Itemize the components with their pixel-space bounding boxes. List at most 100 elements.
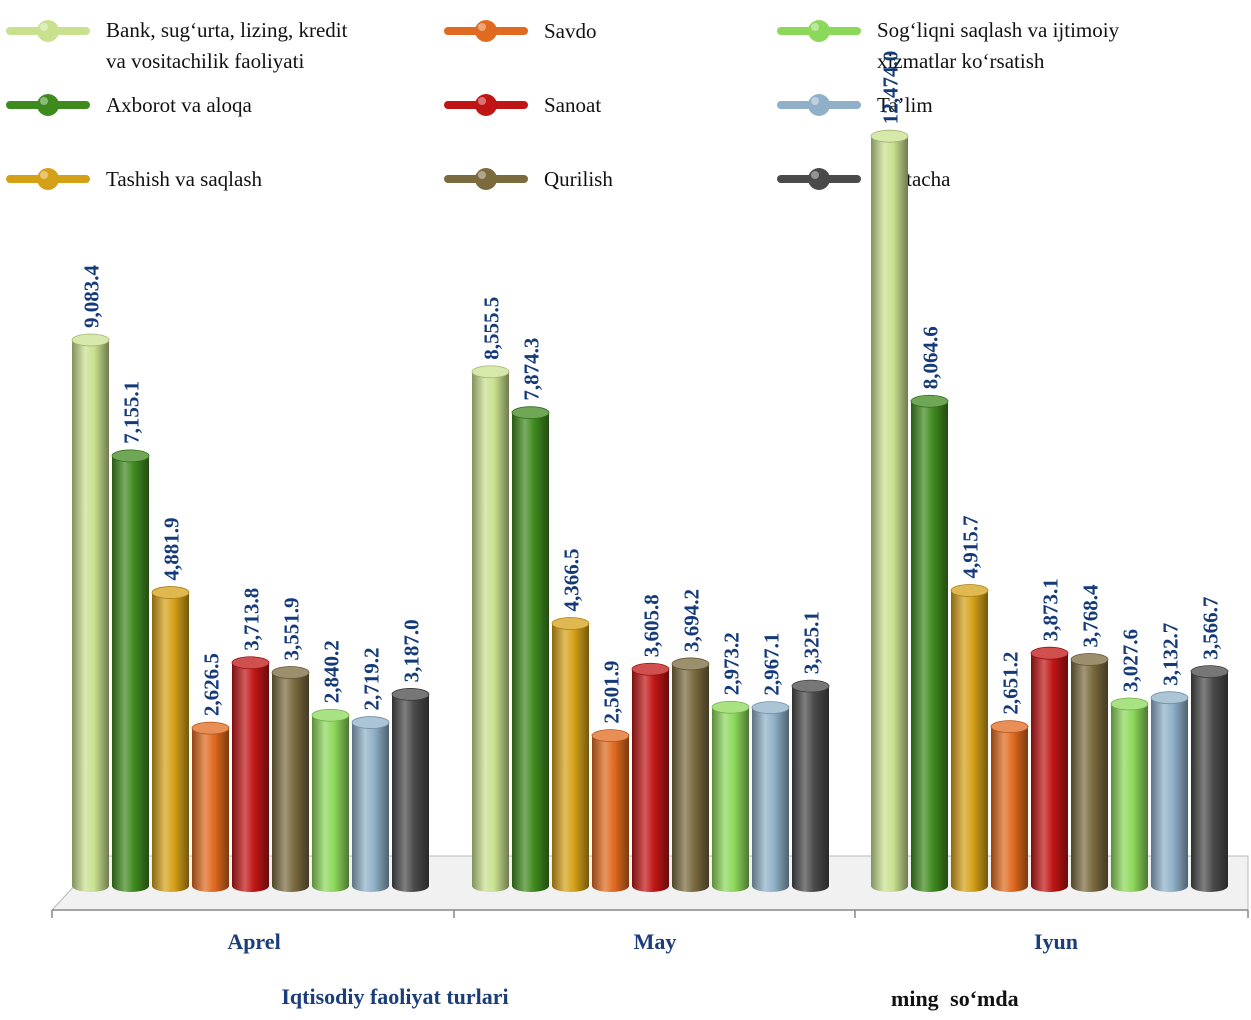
- bar: [71, 333, 110, 892]
- value-label: 3,566.7: [1199, 597, 1223, 660]
- value-label: 3,713.8: [240, 588, 264, 651]
- bar-top: [631, 662, 670, 676]
- value-label: 3,605.8: [640, 594, 664, 657]
- value-label: 2,840.2: [320, 640, 344, 703]
- bar-body: [1031, 653, 1068, 892]
- legend-swatch-marker: [37, 94, 59, 116]
- bar-body: [192, 728, 229, 892]
- bar-body: [472, 371, 509, 892]
- bar: [711, 700, 750, 892]
- legend-label: Ta’lim: [877, 93, 933, 117]
- value-labels: 9,083.4 7,155.1 4,881.9 2,626.5 3,713.8 3,551…: [80, 51, 1223, 724]
- bar: [551, 617, 590, 892]
- legend-swatch-highlight: [478, 171, 486, 179]
- bar-top: [870, 129, 909, 143]
- bars: [71, 129, 1229, 893]
- bar-body: [712, 707, 749, 892]
- bar-body: [152, 592, 189, 892]
- value-label: 3,768.4: [1079, 584, 1103, 648]
- legend-swatch-marker: [808, 168, 830, 190]
- bar-body: [951, 590, 988, 892]
- bar-top: [471, 365, 510, 379]
- bar-body: [1151, 697, 1188, 892]
- category-labels: Aprel May Iyun: [227, 929, 1078, 954]
- value-label: 7,155.1: [120, 381, 144, 444]
- unit-label: ming so‘mda: [891, 986, 1019, 1011]
- value-label: 3,027.6: [1119, 629, 1143, 692]
- value-label: 2,967.1: [760, 633, 784, 696]
- bar-body: [512, 412, 549, 892]
- bar-top: [711, 700, 750, 714]
- legend-label: xizmatlar ko‘rsatish: [877, 49, 1045, 73]
- bar-body: [871, 136, 908, 893]
- value-label: 12,474.0: [879, 51, 903, 125]
- bar-body: [991, 726, 1028, 892]
- bar: [191, 721, 230, 892]
- bar-top: [1030, 646, 1069, 660]
- legend-label: Tashish va saqlash: [106, 167, 263, 191]
- bar-body: [552, 623, 589, 892]
- bar-body: [232, 662, 269, 892]
- legend-swatch-highlight: [811, 23, 819, 31]
- bar: [111, 449, 150, 892]
- legend-swatch-marker: [808, 94, 830, 116]
- legend-label: Sanoat: [544, 93, 601, 117]
- legend-swatch-marker: [475, 168, 497, 190]
- bar: [1070, 653, 1109, 892]
- legend-swatch-highlight: [811, 171, 819, 179]
- value-label: 4,366.5: [560, 549, 584, 612]
- bar: [1030, 646, 1069, 892]
- bar-body: [72, 340, 109, 892]
- bar-body: [632, 669, 669, 892]
- bar: [1110, 697, 1149, 892]
- bar-top: [511, 406, 550, 420]
- bar-body: [752, 707, 789, 892]
- bar-top: [990, 720, 1029, 734]
- bar-body: [272, 672, 309, 892]
- legend-item: O‘rtacha: [777, 167, 951, 191]
- legend-swatch-marker: [808, 20, 830, 42]
- bar-body: [1071, 659, 1108, 892]
- bar: [671, 657, 710, 892]
- bar: [351, 716, 390, 892]
- category-label: Aprel: [227, 929, 280, 954]
- bar-top: [1150, 691, 1189, 705]
- value-label: 4,915.7: [959, 516, 983, 579]
- legend-item: Sanoat: [444, 93, 601, 117]
- bar-body: [352, 722, 389, 892]
- value-label: 3,325.1: [800, 611, 824, 674]
- bar: [1190, 665, 1229, 892]
- legend-swatch-marker: [37, 168, 59, 190]
- bar-top: [71, 333, 110, 347]
- bar: [910, 394, 949, 892]
- bar-top: [671, 657, 710, 671]
- value-label: 8,555.5: [480, 297, 504, 360]
- legend-label: Axborot va aloqa: [106, 93, 252, 117]
- legend-swatch-highlight: [40, 171, 48, 179]
- legend-swatch-highlight: [40, 97, 48, 105]
- bar-top: [391, 688, 430, 701]
- legend-swatch-marker: [475, 20, 497, 42]
- bar-top: [351, 716, 390, 729]
- bar-top: [311, 708, 350, 722]
- value-label: 2,973.2: [720, 632, 744, 695]
- legend-item: Qurilish: [444, 167, 613, 191]
- bar-top: [1110, 697, 1149, 711]
- value-label: 3,187.0: [400, 619, 424, 682]
- value-label: 2,651.2: [999, 652, 1023, 715]
- legend-label: Sog‘liqni saqlash va ijtimoiy: [877, 18, 1120, 42]
- value-label: 3,694.2: [680, 589, 704, 652]
- x-axis-title: Iqtisodiy faoliyat turlari: [281, 984, 509, 1009]
- bar: [591, 729, 630, 892]
- bar-top: [191, 721, 230, 735]
- legend-label: Savdo: [544, 19, 597, 43]
- bar-top: [1190, 665, 1229, 679]
- bar-top: [910, 394, 949, 408]
- bar: [791, 679, 830, 892]
- bar-top: [271, 666, 310, 679]
- value-label: 3,551.9: [280, 597, 304, 660]
- bar-top: [1070, 653, 1109, 666]
- bar-body: [792, 686, 829, 892]
- bar: [151, 586, 190, 892]
